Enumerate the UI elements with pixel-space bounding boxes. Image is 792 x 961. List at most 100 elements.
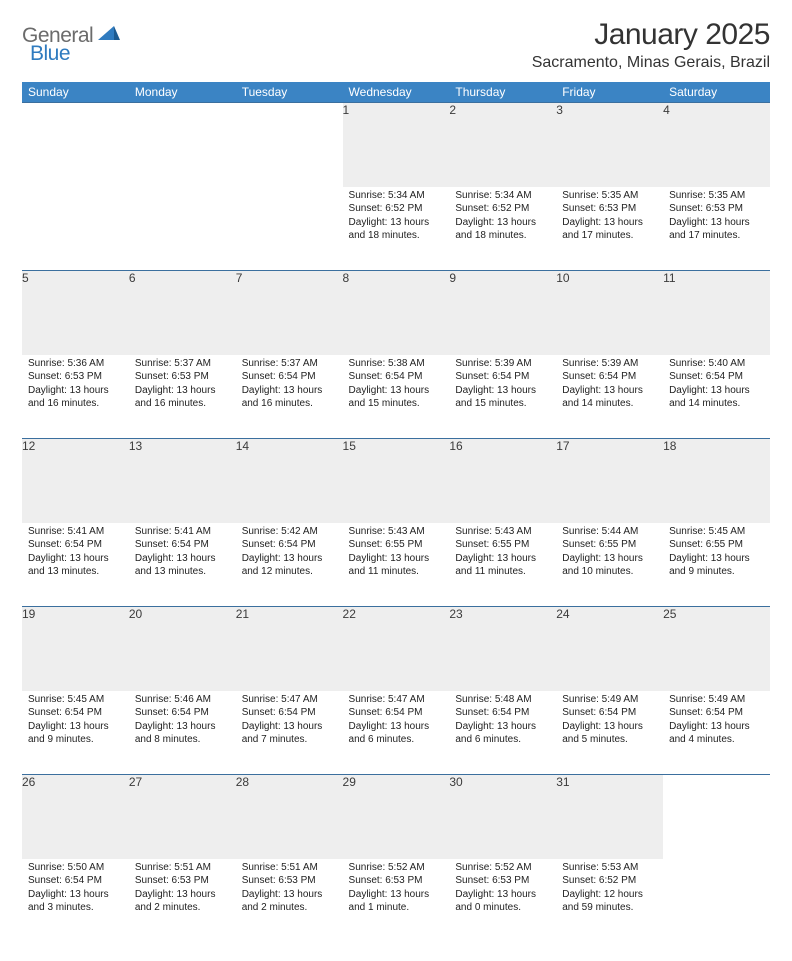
day-number: 7 <box>236 271 343 355</box>
sunset-text: Sunset: 6:53 PM <box>135 370 230 384</box>
day-number: 8 <box>343 271 450 355</box>
daylight-text-2: and 12 minutes. <box>242 565 337 579</box>
daylight-text-1: Daylight: 13 hours <box>242 384 337 398</box>
daylight-text-2: and 5 minutes. <box>562 733 657 747</box>
day-cell: Sunrise: 5:35 AMSunset: 6:53 PMDaylight:… <box>663 187 770 271</box>
day-cell: Sunrise: 5:41 AMSunset: 6:54 PMDaylight:… <box>129 523 236 607</box>
daylight-text-2: and 14 minutes. <box>669 397 764 411</box>
sunset-text: Sunset: 6:53 PM <box>669 202 764 216</box>
day-cell: Sunrise: 5:43 AMSunset: 6:55 PMDaylight:… <box>343 523 450 607</box>
sunrise-text: Sunrise: 5:40 AM <box>669 357 764 371</box>
sunrise-text: Sunrise: 5:46 AM <box>135 693 230 707</box>
calendar-table: Sunday Monday Tuesday Wednesday Thursday… <box>22 82 770 943</box>
day-cell: Sunrise: 5:48 AMSunset: 6:54 PMDaylight:… <box>449 691 556 775</box>
sunset-text: Sunset: 6:54 PM <box>135 538 230 552</box>
sunrise-text: Sunrise: 5:34 AM <box>349 189 444 203</box>
day-number: 25 <box>663 607 770 691</box>
day-cell: Sunrise: 5:47 AMSunset: 6:54 PMDaylight:… <box>236 691 343 775</box>
day-cell: Sunrise: 5:51 AMSunset: 6:53 PMDaylight:… <box>236 859 343 943</box>
day-cell: Sunrise: 5:51 AMSunset: 6:53 PMDaylight:… <box>129 859 236 943</box>
day-number: 29 <box>343 775 450 859</box>
sunrise-text: Sunrise: 5:47 AM <box>242 693 337 707</box>
sunset-text: Sunset: 6:54 PM <box>242 370 337 384</box>
daylight-text-2: and 0 minutes. <box>455 901 550 915</box>
sunset-text: Sunset: 6:52 PM <box>349 202 444 216</box>
day-number: 22 <box>343 607 450 691</box>
day-number: 23 <box>449 607 556 691</box>
day-cell: Sunrise: 5:42 AMSunset: 6:54 PMDaylight:… <box>236 523 343 607</box>
sunrise-text: Sunrise: 5:45 AM <box>28 693 123 707</box>
daylight-text-1: Daylight: 13 hours <box>562 216 657 230</box>
daylight-text-2: and 4 minutes. <box>669 733 764 747</box>
day-number: 20 <box>129 607 236 691</box>
week-row: Sunrise: 5:45 AMSunset: 6:54 PMDaylight:… <box>22 691 770 775</box>
daylight-text-1: Daylight: 13 hours <box>349 216 444 230</box>
daylight-text-2: and 18 minutes. <box>349 229 444 243</box>
daylight-text-2: and 11 minutes. <box>349 565 444 579</box>
sunrise-text: Sunrise: 5:41 AM <box>28 525 123 539</box>
daynum-row: 19202122232425 <box>22 607 770 691</box>
day-cell: Sunrise: 5:52 AMSunset: 6:53 PMDaylight:… <box>449 859 556 943</box>
sunset-text: Sunset: 6:54 PM <box>455 706 550 720</box>
week-row: Sunrise: 5:41 AMSunset: 6:54 PMDaylight:… <box>22 523 770 607</box>
day-cell: Sunrise: 5:36 AMSunset: 6:53 PMDaylight:… <box>22 355 129 439</box>
daylight-text-2: and 17 minutes. <box>562 229 657 243</box>
day-cell: Sunrise: 5:34 AMSunset: 6:52 PMDaylight:… <box>449 187 556 271</box>
month-title: January 2025 <box>532 18 770 52</box>
sunrise-text: Sunrise: 5:51 AM <box>135 861 230 875</box>
dayname-thursday: Thursday <box>449 82 556 103</box>
day-cell <box>663 859 770 943</box>
daylight-text-2: and 14 minutes. <box>562 397 657 411</box>
daylight-text-1: Daylight: 13 hours <box>669 552 764 566</box>
daylight-text-1: Daylight: 13 hours <box>669 216 764 230</box>
daylight-text-2: and 3 minutes. <box>28 901 123 915</box>
sunrise-text: Sunrise: 5:37 AM <box>135 357 230 371</box>
day-cell: Sunrise: 5:34 AMSunset: 6:52 PMDaylight:… <box>343 187 450 271</box>
daylight-text-2: and 13 minutes. <box>135 565 230 579</box>
daylight-text-1: Daylight: 13 hours <box>242 720 337 734</box>
sunset-text: Sunset: 6:54 PM <box>242 538 337 552</box>
sunset-text: Sunset: 6:52 PM <box>455 202 550 216</box>
day-cell: Sunrise: 5:52 AMSunset: 6:53 PMDaylight:… <box>343 859 450 943</box>
day-number: 6 <box>129 271 236 355</box>
brand-mark-icon <box>98 25 120 46</box>
daylight-text-2: and 6 minutes. <box>349 733 444 747</box>
daylight-text-2: and 9 minutes. <box>669 565 764 579</box>
sunset-text: Sunset: 6:53 PM <box>28 370 123 384</box>
daylight-text-1: Daylight: 13 hours <box>562 384 657 398</box>
day-cell: Sunrise: 5:49 AMSunset: 6:54 PMDaylight:… <box>556 691 663 775</box>
sunset-text: Sunset: 6:52 PM <box>562 874 657 888</box>
sunset-text: Sunset: 6:54 PM <box>669 706 764 720</box>
sunset-text: Sunset: 6:55 PM <box>455 538 550 552</box>
daylight-text-1: Daylight: 13 hours <box>28 552 123 566</box>
header: General January 2025 Sacramento, Minas G… <box>22 18 770 72</box>
week-row: Sunrise: 5:36 AMSunset: 6:53 PMDaylight:… <box>22 355 770 439</box>
daylight-text-1: Daylight: 13 hours <box>28 888 123 902</box>
dayname-sunday: Sunday <box>22 82 129 103</box>
day-number: 26 <box>22 775 129 859</box>
daylight-text-1: Daylight: 13 hours <box>135 552 230 566</box>
daylight-text-2: and 17 minutes. <box>669 229 764 243</box>
daylight-text-2: and 16 minutes. <box>242 397 337 411</box>
daylight-text-1: Daylight: 13 hours <box>455 384 550 398</box>
day-cell: Sunrise: 5:41 AMSunset: 6:54 PMDaylight:… <box>22 523 129 607</box>
sunrise-text: Sunrise: 5:35 AM <box>669 189 764 203</box>
daylight-text-1: Daylight: 13 hours <box>349 720 444 734</box>
dayname-wednesday: Wednesday <box>343 82 450 103</box>
daylight-text-1: Daylight: 13 hours <box>669 720 764 734</box>
daylight-text-1: Daylight: 13 hours <box>455 216 550 230</box>
day-cell: Sunrise: 5:43 AMSunset: 6:55 PMDaylight:… <box>449 523 556 607</box>
day-number: 11 <box>663 271 770 355</box>
sunset-text: Sunset: 6:54 PM <box>349 370 444 384</box>
daylight-text-2: and 18 minutes. <box>455 229 550 243</box>
daynum-row: 262728293031 <box>22 775 770 859</box>
sunrise-text: Sunrise: 5:51 AM <box>242 861 337 875</box>
sunrise-text: Sunrise: 5:44 AM <box>562 525 657 539</box>
daylight-text-1: Daylight: 13 hours <box>562 720 657 734</box>
daylight-text-1: Daylight: 13 hours <box>349 384 444 398</box>
daylight-text-2: and 16 minutes. <box>28 397 123 411</box>
sunrise-text: Sunrise: 5:53 AM <box>562 861 657 875</box>
daylight-text-2: and 7 minutes. <box>242 733 337 747</box>
dayname-monday: Monday <box>129 82 236 103</box>
sunset-text: Sunset: 6:54 PM <box>28 538 123 552</box>
